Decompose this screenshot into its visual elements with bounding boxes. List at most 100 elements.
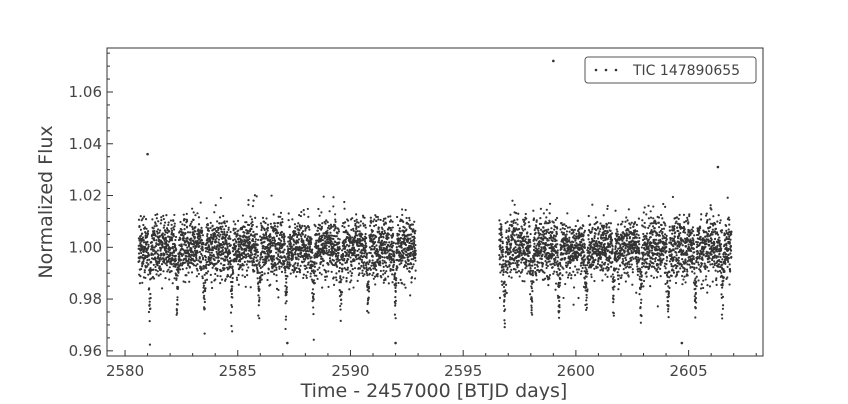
data-point	[531, 264, 534, 267]
data-point	[555, 216, 559, 220]
data-point	[377, 238, 381, 242]
data-point	[514, 262, 517, 265]
data-point	[159, 256, 162, 259]
data-point	[188, 253, 192, 257]
data-point	[288, 254, 291, 257]
data-point	[312, 298, 315, 301]
data-point	[363, 261, 366, 264]
data-point	[526, 231, 529, 234]
data-point	[194, 230, 197, 233]
data-point	[308, 245, 312, 248]
data-point	[366, 274, 369, 277]
data-point	[565, 252, 569, 255]
data-point	[605, 226, 608, 229]
data-point	[209, 238, 212, 241]
data-point	[187, 271, 190, 274]
data-point	[199, 260, 203, 263]
data-point	[280, 230, 283, 234]
data-point	[216, 267, 219, 271]
data-point	[200, 239, 204, 242]
data-point	[311, 292, 314, 295]
data-point	[192, 211, 195, 214]
data-point	[293, 268, 297, 271]
data-point	[544, 241, 548, 245]
data-point	[311, 248, 314, 251]
data-point	[254, 216, 257, 219]
data-point	[367, 296, 370, 299]
data-point	[575, 232, 578, 235]
data-point	[234, 223, 237, 226]
data-point	[533, 242, 536, 245]
data-point	[233, 238, 236, 241]
data-point	[157, 274, 160, 277]
data-point	[518, 255, 521, 258]
data-point	[146, 229, 150, 233]
data-point	[209, 226, 212, 229]
data-point	[358, 272, 361, 275]
data-point	[216, 234, 219, 237]
data-point	[239, 235, 242, 238]
data-point	[149, 272, 152, 275]
data-point	[572, 231, 575, 234]
data-point	[275, 274, 278, 277]
data-point	[347, 224, 350, 227]
data-point	[163, 253, 166, 256]
data-point	[538, 240, 541, 243]
data-point	[167, 221, 170, 224]
data-point	[561, 274, 564, 277]
data-point	[604, 253, 607, 256]
data-point	[611, 248, 614, 251]
data-point	[604, 273, 607, 276]
data-point	[582, 224, 585, 228]
data-point	[288, 256, 291, 259]
data-point	[275, 229, 278, 232]
data-point	[296, 235, 299, 239]
data-point	[280, 224, 283, 227]
data-point	[276, 262, 279, 265]
data-point	[580, 240, 583, 244]
data-point	[179, 258, 183, 262]
data-point	[149, 248, 153, 251]
data-point	[498, 263, 501, 266]
data-point	[272, 258, 276, 261]
data-point	[155, 217, 158, 220]
data-point	[556, 254, 559, 257]
data-point	[384, 261, 388, 264]
data-point	[191, 243, 194, 246]
data-point	[294, 253, 297, 256]
data-point	[251, 238, 255, 241]
data-point	[622, 268, 625, 271]
data-point	[383, 256, 386, 259]
data-point	[292, 243, 295, 246]
data-point	[259, 258, 262, 261]
data-point	[228, 256, 232, 260]
data-point	[561, 227, 564, 230]
data-point	[554, 258, 557, 261]
data-point	[256, 277, 259, 280]
data-point	[524, 212, 527, 216]
data-point	[335, 272, 338, 275]
data-point	[195, 254, 198, 257]
data-point	[530, 306, 533, 309]
data-point	[556, 243, 559, 246]
data-point	[610, 275, 613, 278]
data-point	[273, 261, 276, 265]
data-point	[383, 231, 387, 235]
data-point	[542, 212, 545, 215]
data-point	[369, 216, 372, 219]
data-point	[248, 237, 251, 241]
data-point	[324, 278, 327, 282]
data-point	[610, 238, 614, 241]
data-point	[358, 230, 361, 233]
data-point	[525, 217, 528, 220]
data-point	[141, 236, 145, 239]
data-point	[285, 291, 289, 294]
data-point	[606, 204, 609, 208]
data-point	[353, 267, 357, 270]
data-point	[341, 249, 344, 252]
data-point	[612, 301, 615, 304]
data-point	[284, 269, 287, 272]
data-point	[240, 228, 244, 231]
data-point	[255, 233, 259, 236]
data-point	[284, 271, 287, 274]
